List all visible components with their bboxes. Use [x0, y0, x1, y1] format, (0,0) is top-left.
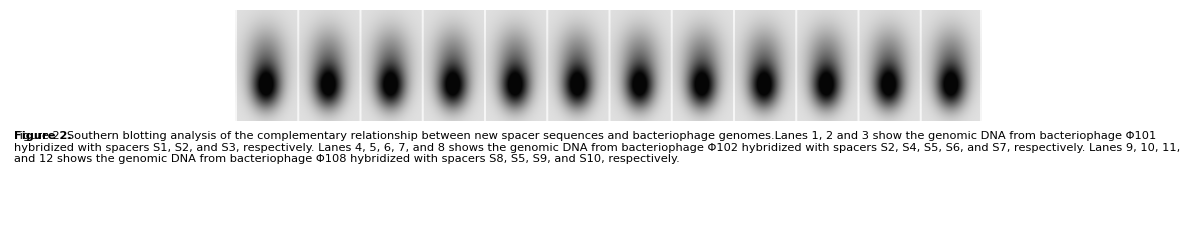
Text: Figure 2. Southern blotting analysis of the complementary relationship between n: Figure 2. Southern blotting analysis of … [14, 131, 1181, 165]
Text: Figure 2.: Figure 2. [14, 131, 72, 141]
